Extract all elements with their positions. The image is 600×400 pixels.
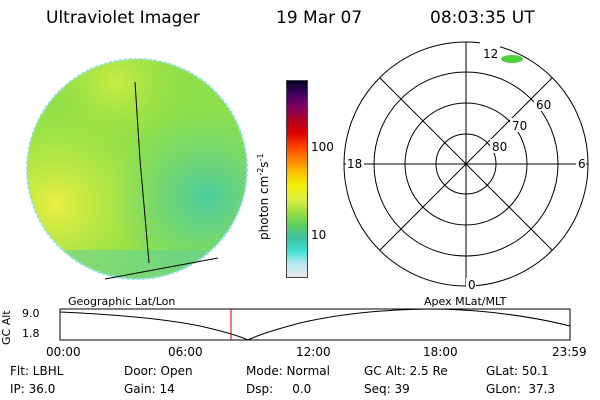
auroral-emission-patch: [501, 55, 523, 63]
seq-status: Seq: 39: [364, 382, 410, 396]
colorbar-tick-10: 10: [311, 228, 327, 242]
mlat-label-80: 80: [492, 140, 508, 154]
meridian-line: [134, 81, 150, 264]
dsp-status: Dsp: 0.0: [246, 382, 312, 396]
mlat-label-60: 60: [536, 98, 552, 112]
gc-alt-max: 9.0: [22, 307, 40, 320]
instrument-title: Ultraviolet Imager: [46, 8, 200, 28]
gc-alt-status: GC Alt: 2.5 Re: [364, 364, 448, 378]
gain-status: Gain: 14: [124, 382, 175, 396]
time-tick-1800: 18:00: [423, 345, 458, 359]
altitude-curve: [59, 308, 571, 341]
mlt-label-6: 6: [578, 157, 586, 171]
geographic-label: Geographic Lat/Lon: [68, 295, 176, 308]
mlt-label-12: 12: [483, 47, 499, 61]
time-tick-2359: 23:59: [552, 345, 587, 359]
time-tick-0000: 00:00: [46, 345, 81, 359]
disk-edge: [26, 58, 248, 280]
polar-diagonal-2: [379, 77, 553, 251]
glon-status: GLon: 37.3: [486, 382, 556, 396]
mode-status: Mode: Normal: [246, 364, 330, 378]
mlt-label-0: 0: [468, 278, 476, 292]
door-status: Door: Open: [124, 364, 193, 378]
filter-status: Flt: LBHL: [10, 364, 64, 378]
mlat-label-70: 70: [512, 119, 528, 133]
gc-alt-min: 1.8: [22, 327, 40, 340]
time-tick-1200: 12:00: [296, 345, 331, 359]
mlt-label-18: 18: [347, 157, 363, 171]
date-label: 19 Mar 07: [276, 8, 363, 28]
time-tick-0600: 06:00: [168, 345, 203, 359]
glat-status: GLat: 50.1: [486, 364, 549, 378]
timeline-frame: [59, 308, 571, 341]
colorbar-tick-100: 100: [311, 140, 334, 154]
color-bar: [286, 80, 308, 278]
latitude-line: [104, 257, 219, 280]
ip-status: IP: 36.0: [10, 382, 56, 396]
apex-label: Apex MLat/MLT: [424, 295, 507, 308]
time-label: 08:03:35 UT: [430, 8, 535, 28]
